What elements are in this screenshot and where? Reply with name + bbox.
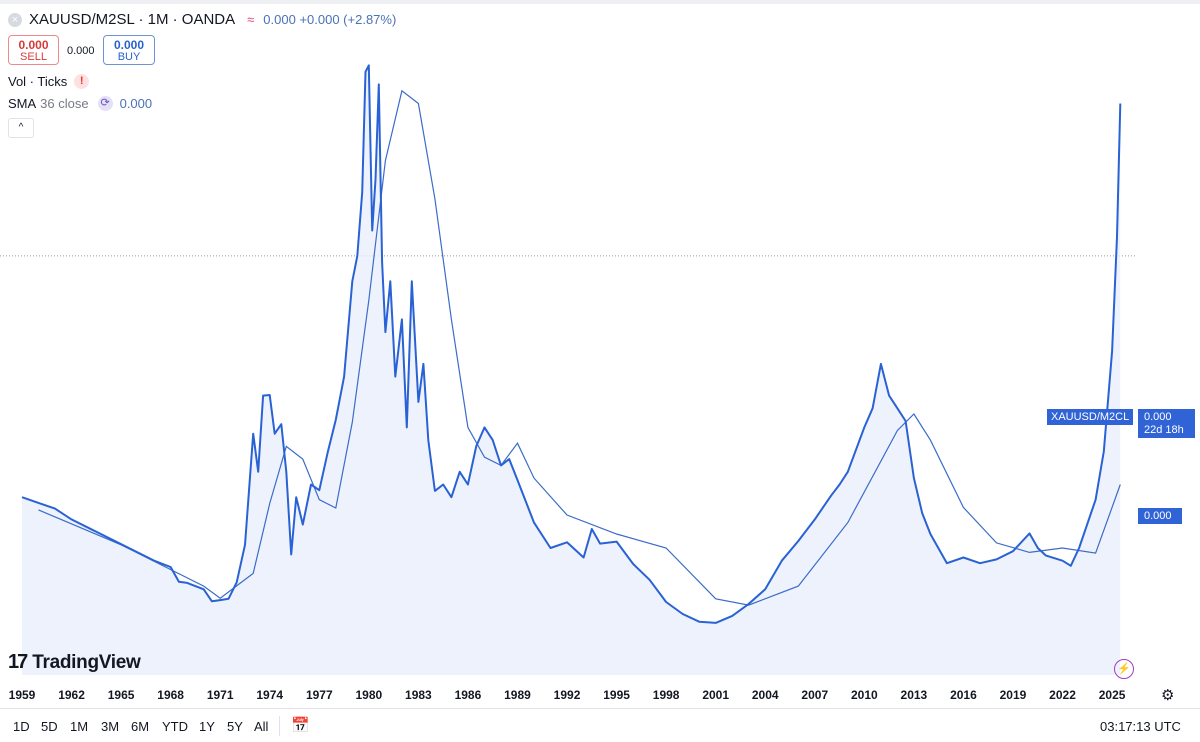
last-price-value: 0.000 [1144, 411, 1172, 423]
price-change: 0.000 +0.000 (+2.87%) [263, 12, 397, 27]
sma-price-tag: 0.000 [1138, 508, 1182, 524]
time-axis-label: 1992 [553, 688, 581, 702]
close-icon[interactable]: × [8, 12, 22, 27]
range-button-6m[interactable]: 6M [131, 719, 150, 734]
range-button-1m[interactable]: 1M [70, 719, 89, 734]
time-axis-label: 2019 [999, 688, 1027, 702]
time-axis-label: 1986 [454, 688, 482, 702]
time-axis-label: 1962 [58, 688, 85, 702]
toolbar-divider [0, 708, 1200, 709]
time-axis-label: 1974 [256, 688, 284, 702]
top-edge [0, 0, 1200, 4]
lightning-icon[interactable]: ⚡ [1114, 659, 1134, 679]
time-axis-label: 2025 [1098, 688, 1126, 702]
price-line [21, 64, 1122, 624]
sma-line [38, 89, 1121, 606]
bar-countdown: 22d 18h [1144, 424, 1184, 436]
sma-label: SMA [8, 96, 37, 111]
time-axis-label: 2016 [950, 688, 977, 702]
range-button-5d[interactable]: 5D [41, 719, 58, 734]
sma-params: 36 close [40, 96, 89, 111]
range-divider [279, 716, 280, 736]
settings-gear-icon[interactable]: ⚙ [1161, 687, 1175, 704]
time-axis-label: 2004 [751, 688, 779, 702]
loading-cycle-icon: ⟳ [97, 96, 113, 111]
sell-value: 0.000 [18, 38, 49, 52]
time-axis-label: 1968 [157, 688, 184, 702]
volume-label: Vol · Ticks [8, 74, 68, 89]
logo-text: TradingView [32, 651, 141, 673]
time-axis-label: 1965 [107, 688, 135, 702]
range-button-5y[interactable]: 5Y [227, 719, 243, 734]
time-axis-label: 1980 [355, 688, 383, 702]
range-button-1y[interactable]: 1Y [199, 719, 215, 734]
time-axis-label: 1998 [652, 688, 680, 702]
symbol-title[interactable]: XAUUSD/M2SL · 1M · OANDA [29, 11, 236, 28]
time-axis-label: 1989 [504, 688, 531, 702]
time-axis-label: 2007 [801, 688, 829, 702]
time-axis-label: 2022 [1049, 688, 1076, 702]
spread-value: 0.000 [67, 45, 95, 57]
time-axis-label: 2013 [900, 688, 928, 702]
sma-value: 0.000 [119, 96, 153, 111]
volume-legend[interactable]: Vol · Ticks ! [8, 74, 90, 89]
range-button-3m[interactable]: 3M [101, 719, 120, 734]
time-axis-label: 2001 [702, 688, 730, 702]
buy-label: BUY [117, 51, 141, 63]
range-button-1d[interactable]: 1D [13, 719, 30, 734]
symbol-legend: × XAUUSD/M2SL · 1M · OANDA ≈ 0.000 +0.00… [8, 11, 396, 28]
symbol-price-tag: XAUUSD/M2CL [1047, 409, 1134, 425]
collapse-legend-button[interactable]: ^ [8, 118, 34, 138]
sma-legend[interactable]: SMA 36 close ⟳ 0.000 [8, 96, 152, 111]
range-button-all[interactable]: All [254, 719, 269, 734]
time-axis-label: 1995 [603, 688, 630, 702]
time-axis-label: 1977 [305, 688, 333, 702]
time-axis-label: 1983 [405, 688, 432, 702]
tradingview-logo[interactable]: 17 TradingView [8, 651, 141, 674]
buy-value: 0.000 [113, 38, 145, 52]
utc-clock[interactable]: 03:17:13 UTC [1100, 719, 1181, 734]
time-axis-label: 1971 [206, 688, 234, 702]
sell-button[interactable]: 0.000 SELL [8, 35, 59, 65]
go-to-date-calendar-icon[interactable]: 📅 [291, 717, 310, 734]
sell-label: SELL [20, 51, 47, 63]
price-area-fill [22, 65, 1121, 675]
warning-icon[interactable]: ! [74, 74, 90, 89]
time-axis-label: 1959 [8, 688, 36, 702]
approx-icon: ≈ [247, 12, 255, 27]
time-axis-label: 2010 [850, 688, 878, 702]
logo-mark-icon: 17 [8, 651, 28, 673]
last-price-tag: 0.000 22d 18h [1138, 409, 1195, 438]
range-button-ytd[interactable]: YTD [162, 719, 188, 734]
buy-button[interactable]: 0.000 BUY [103, 35, 155, 65]
